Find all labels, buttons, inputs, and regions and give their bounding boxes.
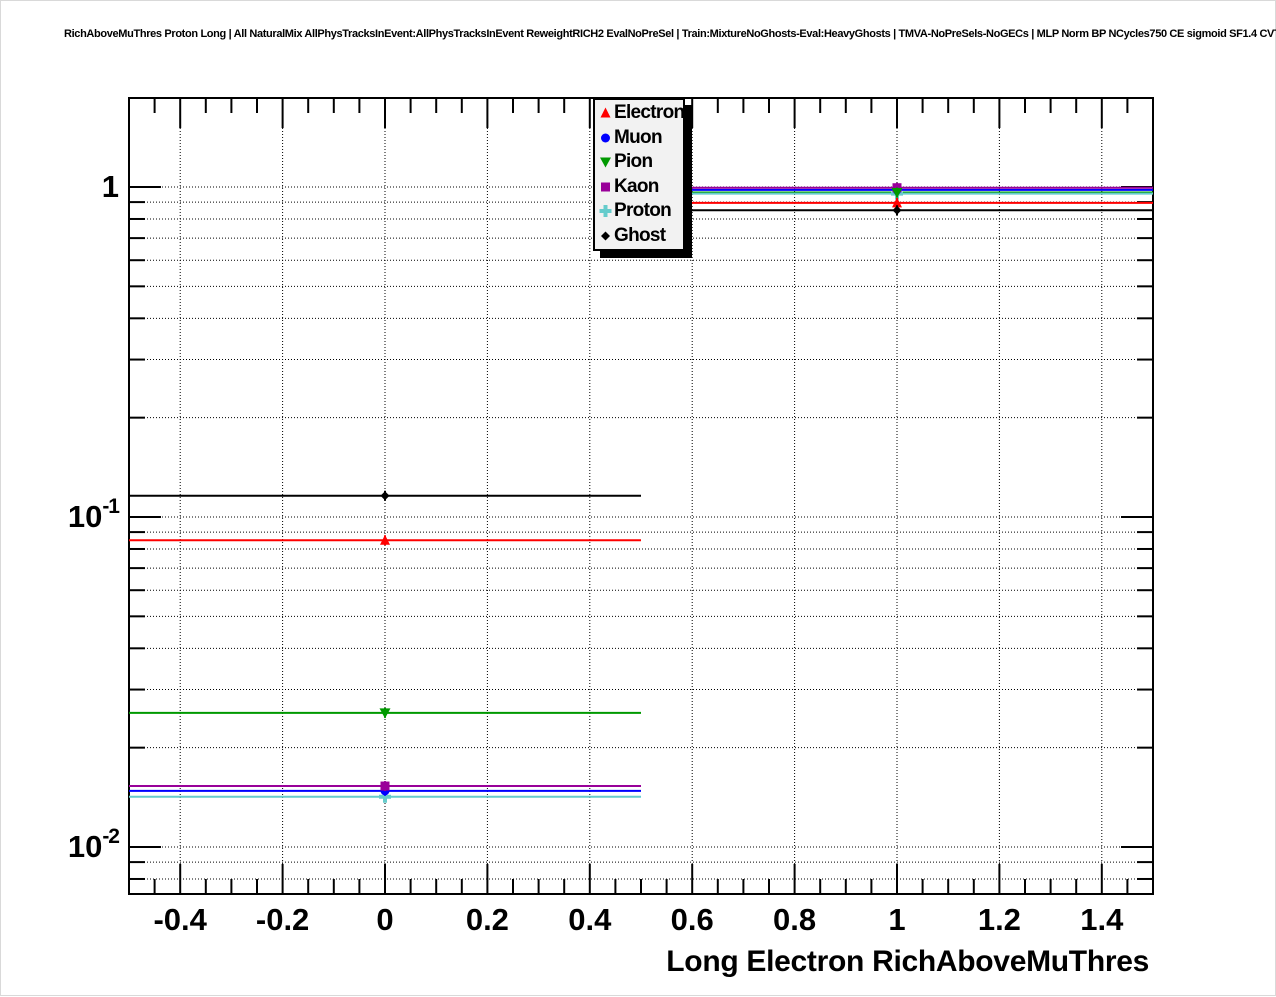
kaon-marker-shape	[601, 182, 610, 192]
y-tick-label: 10-2	[67, 824, 120, 864]
series-marker-proton	[379, 790, 391, 803]
x-tick-label: 0.4	[568, 902, 612, 937]
legend-entry-proton: Proton	[598, 199, 683, 223]
legend-label: Electron	[614, 102, 685, 124]
x-tick-label: -0.2	[255, 902, 310, 937]
proton-marker-icon	[599, 205, 612, 218]
legend-label: Pion	[614, 151, 653, 173]
x-axis-tick-labels: -0.4 -0.2 0 0.2 0.4 0.6 0.8 1 1.2 1.4	[1, 902, 1275, 944]
pion-marker-icon	[600, 157, 611, 168]
series-marker-pion	[891, 188, 903, 199]
muon-marker-shape	[601, 133, 610, 143]
x-tick-label: 0.2	[465, 902, 509, 937]
x-tick-label: 0.6	[670, 902, 714, 937]
legend-entry-ghost: Ghost	[598, 224, 683, 248]
proton-marker-shape	[599, 205, 612, 218]
x-tick-label: 1.2	[977, 902, 1021, 937]
electron-marker-icon	[600, 107, 611, 118]
legend-label: Proton	[614, 200, 672, 222]
legend: Electron Muon Pion Kaon Proton Ghost	[593, 98, 685, 251]
series-marker-kaon	[380, 781, 390, 791]
legend-label: Muon	[614, 126, 663, 148]
legend-entry-muon: Muon	[598, 126, 683, 150]
x-tick-label: 0.8	[773, 902, 817, 937]
pion-marker-shape	[600, 157, 611, 168]
x-tick-label: 1	[888, 902, 906, 937]
legend-entry-electron: Electron	[598, 101, 685, 125]
muon-marker-icon	[601, 133, 610, 143]
plot-title: RichAboveMuThres Proton Long | All Natur…	[64, 28, 1276, 40]
legend-entry-pion: Pion	[598, 150, 683, 174]
series-marker-ghost	[380, 491, 390, 501]
electron-marker-shape	[600, 107, 611, 118]
series-marker-pion	[379, 708, 391, 719]
y-tick-label: 10-1	[67, 494, 120, 534]
ghost-marker-shape	[601, 231, 610, 241]
x-axis-title: Long Electron RichAboveMuThres	[666, 945, 1149, 978]
ghost-marker-icon	[601, 231, 610, 241]
legend-label: Kaon	[614, 175, 659, 197]
x-tick-label: 1.4	[1080, 902, 1124, 937]
series-marker-electron	[380, 534, 390, 545]
series-marker-ghost	[892, 205, 902, 215]
legend-label: Ghost	[614, 224, 666, 246]
legend-entry-kaon: Kaon	[598, 175, 683, 199]
x-tick-label: 0	[376, 902, 394, 937]
kaon-marker-icon	[601, 182, 610, 192]
y-tick-label: 1	[101, 169, 119, 204]
x-tick-label: -0.4	[153, 902, 207, 937]
series-marker-electron	[892, 197, 902, 208]
